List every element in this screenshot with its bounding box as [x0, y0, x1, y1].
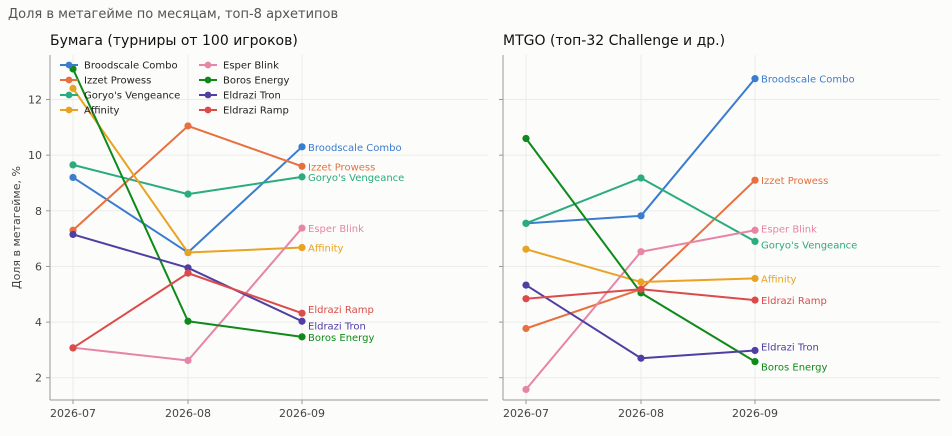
data-point	[69, 230, 77, 239]
data-point	[184, 356, 192, 365]
series-end-label: Affinity	[308, 244, 344, 255]
series-end-label: Boros Energy	[308, 333, 374, 344]
series-end-label: Eldrazi Ramp	[308, 305, 374, 316]
data-point	[751, 75, 759, 83]
data-point	[184, 264, 192, 272]
data-point	[298, 333, 306, 341]
series-end-label: Goryo's Vengeance	[308, 173, 404, 184]
data-point	[751, 296, 759, 304]
data-point	[184, 122, 192, 130]
data-point	[637, 248, 645, 256]
data-point	[522, 134, 530, 143]
legend-entry: Izzet Prowess	[84, 76, 151, 87]
legend-entry: Eldrazi Ramp	[223, 106, 289, 117]
legend-swatch-marker	[65, 91, 73, 99]
legend-swatch-marker	[65, 61, 73, 69]
data-point	[751, 346, 759, 355]
data-point	[69, 173, 77, 182]
series-end-label: Eldrazi Tron	[308, 321, 366, 332]
series-end-label: Broodscale Combo	[761, 75, 855, 86]
data-point	[184, 269, 192, 277]
data-point	[522, 324, 530, 333]
data-point	[69, 344, 77, 352]
series-end-label: Eldrazi Tron	[761, 342, 819, 353]
series-end-label: Esper Blink	[308, 224, 364, 235]
x-tick-label: 2026-07	[50, 407, 96, 420]
data-point	[522, 295, 530, 303]
data-point	[298, 143, 306, 151]
panel-title: MTGO (топ-32 Challenge и др.)	[503, 33, 725, 49]
data-point	[751, 274, 759, 283]
data-point	[298, 309, 306, 317]
data-point	[522, 281, 530, 289]
legend-swatch-marker	[204, 61, 212, 69]
legend-swatch-marker	[204, 106, 212, 114]
series-end-label: Eldrazi Ramp	[761, 296, 827, 307]
data-point	[751, 226, 759, 234]
data-point	[751, 237, 759, 246]
data-point	[637, 354, 645, 362]
data-point	[298, 317, 306, 325]
data-point	[69, 84, 77, 92]
legend-swatch-marker	[204, 91, 212, 99]
y-tick-label: 2	[35, 372, 42, 385]
data-point	[184, 317, 192, 325]
series-end-label: Broodscale Combo	[308, 143, 402, 154]
data-point	[522, 245, 530, 253]
series-end-label: Izzet Prowess	[308, 162, 375, 173]
panel-title: Бумага (турниры от 100 игроков)	[50, 33, 298, 49]
figure-title: Доля в метагейме по месяцам, топ-8 архет…	[8, 7, 338, 22]
data-point	[637, 174, 645, 182]
data-point	[298, 224, 306, 232]
data-point	[298, 243, 306, 252]
data-point	[637, 212, 645, 220]
series-end-label: Izzet Prowess	[761, 176, 828, 187]
series-end-label: Esper Blink	[761, 224, 817, 235]
data-point	[69, 161, 77, 169]
series-end-label: Goryo's Vengeance	[761, 240, 857, 251]
y-axis-label: Доля в метагейме, %	[10, 166, 23, 289]
x-tick-label: 2026-09	[732, 407, 778, 420]
y-tick-label: 12	[28, 94, 42, 107]
series-end-label: Boros Energy	[761, 363, 827, 374]
series-end-label: Affinity	[761, 274, 797, 285]
data-point	[184, 248, 192, 257]
data-point	[298, 173, 306, 181]
y-tick-label: 6	[35, 260, 42, 273]
data-point	[184, 190, 192, 198]
x-tick-label: 2026-09	[279, 407, 325, 420]
legend-swatch-marker	[65, 76, 73, 84]
data-point	[751, 358, 759, 366]
legend-entry: Affinity	[84, 106, 120, 117]
data-point	[522, 385, 530, 394]
x-tick-label: 2026-08	[165, 407, 211, 420]
y-tick-label: 4	[35, 316, 42, 329]
legend-entry: Broodscale Combo	[84, 61, 178, 72]
data-point	[637, 278, 645, 286]
y-tick-label: 10	[28, 149, 42, 162]
x-tick-label: 2026-07	[503, 407, 549, 420]
data-point	[751, 176, 759, 184]
y-tick-label: 8	[35, 205, 42, 218]
legend-entry: Eldrazi Tron	[223, 91, 281, 102]
data-point	[298, 162, 306, 170]
legend-entry: Esper Blink	[223, 61, 279, 72]
legend-swatch-marker	[65, 106, 73, 114]
legend-swatch-marker	[204, 76, 212, 84]
x-tick-label: 2026-08	[618, 407, 664, 420]
legend-entry: Boros Energy	[223, 76, 289, 87]
data-point	[637, 285, 645, 293]
legend-entry: Goryo's Vengeance	[84, 91, 180, 102]
data-point	[522, 219, 530, 227]
